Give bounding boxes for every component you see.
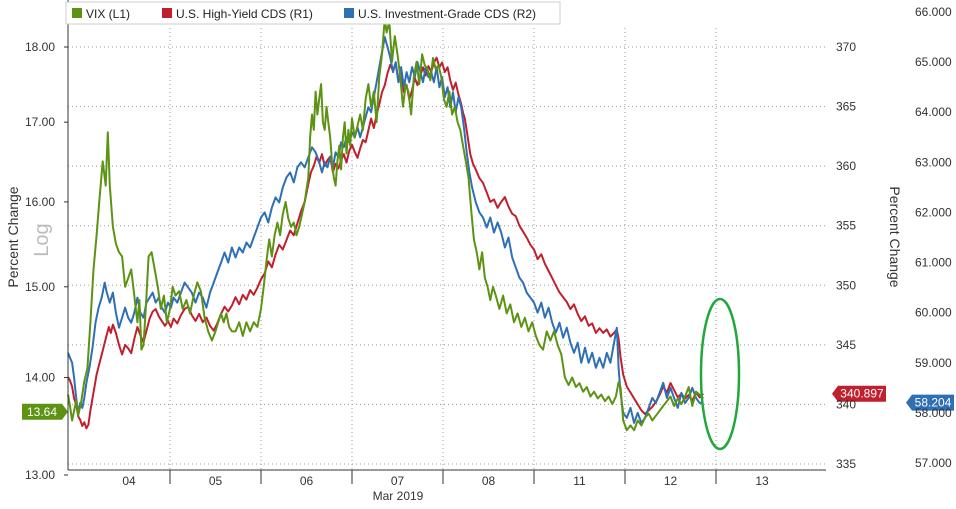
x-tick-label: 08 — [482, 474, 496, 488]
plot-area: 13.64 340.897 58.204 — [22, 17, 954, 451]
right2-tick-label: 65.000 — [915, 55, 952, 69]
x-tick-label: 04 — [122, 474, 136, 488]
right2-tick-label: 58.000 — [915, 406, 952, 420]
right1-tick-label: 335 — [836, 457, 856, 471]
ig-last-value-tag: 58.204 — [906, 394, 954, 411]
ig-last-value-tag-text: 58.204 — [915, 396, 952, 410]
right1-tick-label: 350 — [836, 278, 856, 292]
x-axis-label: Mar 2019 — [373, 489, 424, 503]
left-tick-label: 18.00 — [25, 40, 55, 54]
series-line-left — [67, 17, 705, 432]
left-tick-label: 17.00 — [25, 115, 55, 129]
left-tick-label: 13.00 — [25, 468, 55, 482]
x-tick-label: 11 — [573, 474, 586, 488]
x-tick-label: 07 — [391, 474, 405, 488]
left-tick-label: 14.00 — [25, 371, 55, 385]
legend-box — [65, 1, 561, 25]
hy-last-value-tag: 340.897 — [832, 385, 886, 402]
right1-tick-label: 370 — [836, 40, 856, 54]
legend-swatch — [162, 8, 172, 18]
legend-label: U.S. High-Yield CDS (R1) — [176, 7, 313, 21]
left-axis-title: Percent Change — [5, 186, 21, 287]
ig-last-value-tag-shape — [906, 394, 954, 411]
right1-tick-label: 345 — [836, 338, 856, 352]
x-tick-label: 12 — [664, 474, 678, 488]
right2-tick-label: 66.000 — [915, 5, 952, 19]
left-axis-scale-label: Log — [31, 223, 53, 256]
vix-last-value-tag: 13.64 — [22, 403, 68, 420]
highlight-ellipse — [699, 297, 741, 451]
legend-label: U.S. Investment-Grade CDS (R2) — [358, 7, 536, 21]
vix-last-value-tag-shape — [22, 403, 68, 420]
hy-last-value-tag-shape — [832, 385, 886, 402]
right2-tick-label: 59.000 — [915, 356, 952, 370]
right2-tick-label: 64.000 — [915, 105, 952, 119]
right2-tick-label: 60.000 — [915, 306, 952, 320]
left-tick-label: 15.00 — [25, 280, 55, 294]
vix-last-value-tag-text: 13.64 — [27, 405, 57, 419]
hy-last-value-tag-text: 340.897 — [840, 387, 884, 401]
right2-tick-label: 57.000 — [915, 456, 952, 470]
right2-tick-label: 62.000 — [915, 205, 952, 219]
x-tick-label: 05 — [209, 474, 223, 488]
right-axis-title: Percent Change — [887, 186, 903, 287]
left-tick-label: 16.00 — [25, 195, 55, 209]
x-tick-label: 06 — [300, 474, 314, 488]
legend: VIX (L1) U.S. High-Yield CDS (R1) U.S. Inv… — [65, 1, 561, 25]
legend-swatch — [72, 8, 82, 18]
right2-tick-label: 63.000 — [915, 155, 952, 169]
right1-tick-label: 365 — [836, 100, 856, 114]
right1-tick-label: 340 — [836, 397, 856, 411]
right2-tick-label: 61.000 — [915, 256, 952, 270]
x-tick-label: 13 — [755, 474, 769, 488]
legend-label: VIX (L1) — [86, 7, 130, 21]
right1-tick-label: 355 — [836, 219, 856, 233]
right1-tick-label: 360 — [836, 159, 856, 173]
legend-swatch — [344, 8, 354, 18]
